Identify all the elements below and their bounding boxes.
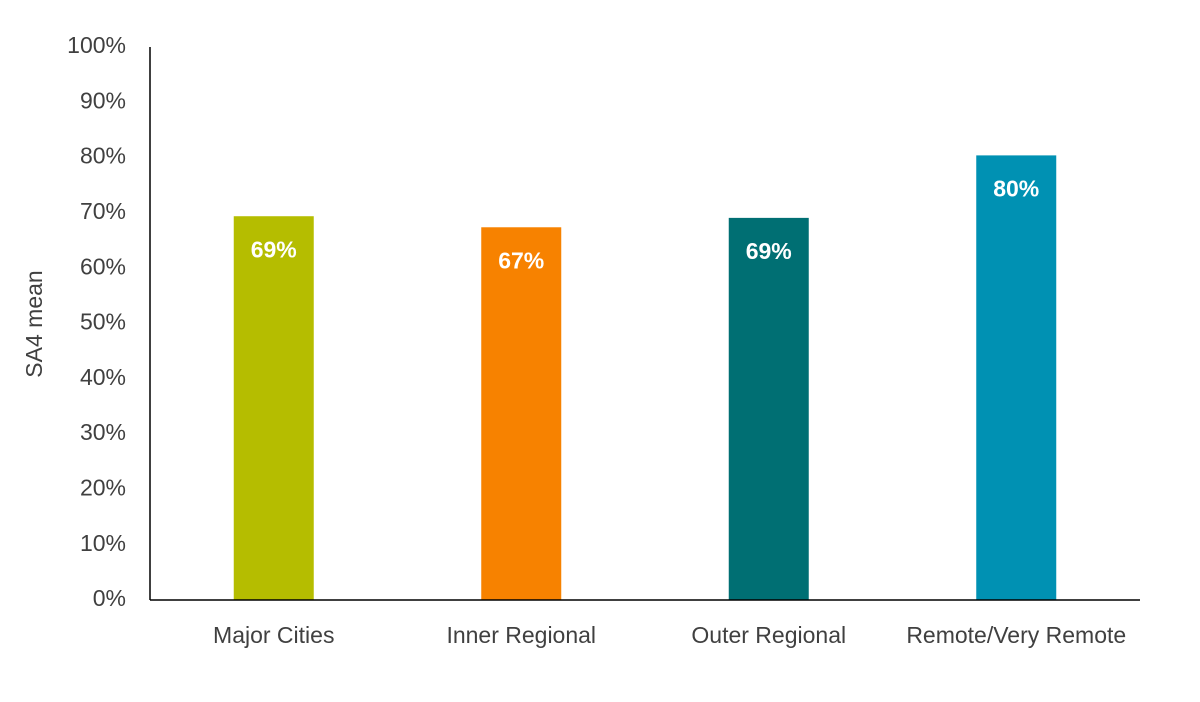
y-tick-label: 30%	[80, 419, 126, 445]
data-label: 69%	[746, 238, 792, 264]
y-tick-label: 100%	[67, 32, 126, 58]
y-tick-label: 90%	[80, 87, 126, 113]
y-tick-label: 0%	[93, 585, 126, 611]
bar	[728, 217, 809, 600]
data-label: 80%	[993, 175, 1039, 201]
bar	[976, 155, 1057, 600]
y-tick-label: 40%	[80, 364, 126, 390]
y-tick-label: 60%	[80, 253, 126, 279]
data-label: 67%	[498, 247, 544, 273]
bar	[233, 216, 314, 600]
x-tick-label: Remote/Very Remote	[906, 622, 1127, 648]
x-tick-label: Major Cities	[213, 622, 335, 648]
y-tick-label: 10%	[80, 530, 126, 556]
y-tick-label: 80%	[80, 143, 126, 169]
y-tick-label: 20%	[80, 474, 126, 500]
bar	[481, 227, 562, 600]
x-tick-label: Outer Regional	[691, 622, 847, 648]
data-label: 69%	[251, 236, 297, 262]
y-tick-label: 50%	[80, 309, 126, 335]
y-tick-label: 70%	[80, 198, 126, 224]
x-tick-label: Inner Regional	[446, 622, 597, 648]
y-axis-title: SA4 mean	[21, 270, 47, 377]
